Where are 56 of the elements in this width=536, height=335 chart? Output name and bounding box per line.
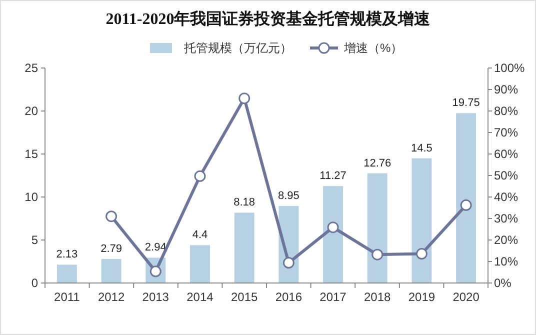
x-tick-label: 2015 xyxy=(230,290,258,304)
x-tick-label: 2020 xyxy=(452,290,480,304)
point xyxy=(238,92,250,104)
point xyxy=(106,210,118,222)
y-tick-label: 10 xyxy=(24,190,38,204)
point xyxy=(416,248,428,260)
bar xyxy=(367,173,388,283)
legend-label: 托管规模（万亿元） xyxy=(183,41,292,56)
y2-tick-label: 70% xyxy=(494,126,518,140)
data-label: 8.95 xyxy=(278,190,300,202)
y2-tick-label: 60% xyxy=(494,147,518,162)
y2-tick-label: 90% xyxy=(494,82,518,97)
point xyxy=(282,257,294,269)
data-label: 8.18 xyxy=(234,196,256,209)
y-tick-label: 20 xyxy=(24,104,38,118)
point xyxy=(460,199,472,211)
y2-tick-label: 50% xyxy=(494,168,518,183)
data-label: 11.27 xyxy=(320,170,346,182)
bar xyxy=(456,113,476,283)
x-tick-label: 2013 xyxy=(142,290,170,304)
chart-title: 2011-2020年我国证券投资基金托管规模及增速 xyxy=(106,10,432,28)
data-label: 4.4 xyxy=(192,229,208,242)
x-tick-label: 2011 xyxy=(54,290,80,304)
data-label: 2.13 xyxy=(56,248,78,261)
point xyxy=(372,248,384,260)
bar xyxy=(190,245,210,283)
x-tick-label: 2012 xyxy=(98,290,125,304)
legend-label: 增速（%） xyxy=(343,41,403,56)
bar xyxy=(234,212,254,283)
data-label: 14.5 xyxy=(410,142,432,154)
point xyxy=(327,222,339,234)
y2-tick-label: 0% xyxy=(494,276,512,290)
data-label: 19.75 xyxy=(452,97,480,110)
y-tick-label: 25 xyxy=(24,61,38,76)
y-tick-label: 0 xyxy=(31,276,38,290)
point xyxy=(194,170,206,182)
data-label: 12.76 xyxy=(364,157,392,170)
data-label: 2.94 xyxy=(144,242,166,254)
y-tick-label: 15 xyxy=(24,147,38,162)
bar xyxy=(56,264,77,283)
bar xyxy=(323,186,343,283)
x-tick-label: 2017 xyxy=(320,290,347,304)
x-tick-label: 2018 xyxy=(364,290,392,304)
y2-tick-label: 80% xyxy=(494,104,518,118)
y2-tick-label: 30% xyxy=(494,212,518,226)
x-tick-label: 2014 xyxy=(186,290,214,304)
x-tick-label: 2016 xyxy=(275,290,302,304)
y2-tick-label: 10% xyxy=(494,254,518,269)
y-tick-label: 5 xyxy=(31,233,38,248)
y2-tick-label: 100% xyxy=(494,61,526,76)
bar xyxy=(101,259,122,283)
x-tick-label: 2019 xyxy=(408,290,436,304)
y2-tick-label: 20% xyxy=(494,233,518,248)
y2-tick-label: 40% xyxy=(494,190,518,204)
data-label: 2.79 xyxy=(100,243,122,256)
bar xyxy=(412,158,432,283)
